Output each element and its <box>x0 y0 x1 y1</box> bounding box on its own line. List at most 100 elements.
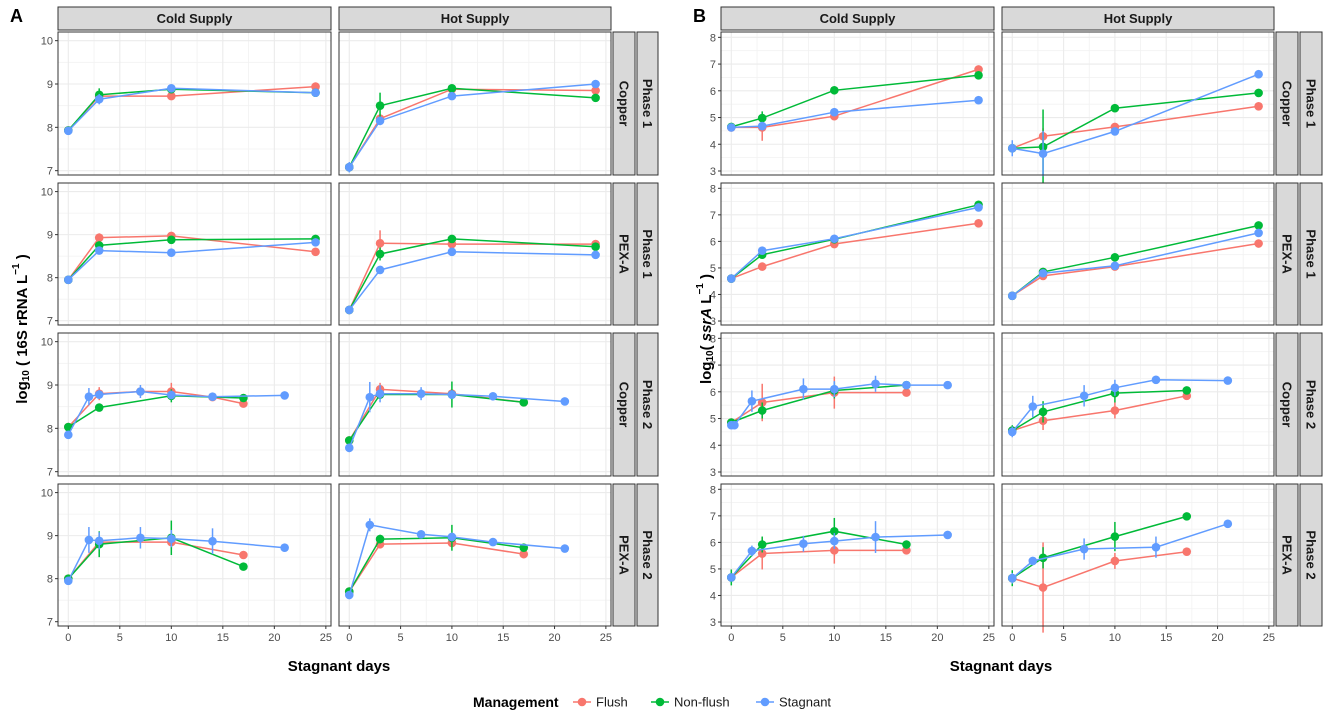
series-stagnant <box>727 375 952 430</box>
series-line <box>67 390 244 428</box>
data-point <box>375 389 385 398</box>
series-line <box>1012 73 1259 155</box>
y-tick-label: 7 <box>47 166 53 178</box>
data-point <box>447 532 457 542</box>
x-tick-label: 25 <box>1263 632 1275 644</box>
row-strip <box>612 483 636 627</box>
panel-background <box>58 32 331 175</box>
x-tick-label: 20 <box>548 632 560 644</box>
x-tick-label: 15 <box>1160 632 1172 644</box>
data-point <box>757 406 767 415</box>
series-stagnant <box>64 238 320 285</box>
facet-panel: 0 5 10 15 20 25 <box>338 483 612 644</box>
data-point <box>365 520 375 530</box>
data-point <box>902 540 911 549</box>
row-strip-outer <box>1299 332 1323 477</box>
data-point <box>830 526 839 536</box>
data-point <box>591 250 600 260</box>
data-point <box>974 65 983 74</box>
facet-panel <box>1001 332 1275 477</box>
data-point <box>747 396 757 406</box>
legend-key-point <box>760 697 770 707</box>
data-point <box>1079 391 1089 401</box>
row-strip-label: PEX-A <box>617 234 632 274</box>
column-strip <box>720 6 995 31</box>
series-line <box>730 391 907 424</box>
y-tick-label: 5 <box>710 113 716 125</box>
data-point <box>1110 253 1120 262</box>
y-tick-label: 7 <box>47 316 53 328</box>
x-tick-label: 25 <box>983 632 995 644</box>
data-point <box>1028 402 1038 411</box>
data-point <box>208 392 217 402</box>
legend-title: Management <box>473 694 559 710</box>
y-axis-title: log10 ( 16S rRNA L−1 ) <box>11 254 32 404</box>
row-strip-outer-label: Phase 1 <box>1304 229 1319 278</box>
data-point <box>560 544 570 553</box>
panel-border <box>720 182 995 326</box>
y-tick-label: 9 <box>47 380 53 392</box>
data-point <box>727 274 736 283</box>
data-point <box>311 247 320 257</box>
data-point <box>1038 553 1048 563</box>
panel-border <box>57 182 332 326</box>
data-point <box>136 533 145 543</box>
data-point <box>1110 383 1120 393</box>
series-stagnant <box>344 381 570 453</box>
data-point <box>560 397 570 406</box>
row-strip-label: PEX-A <box>1280 234 1295 274</box>
series-stagnant <box>64 527 289 586</box>
data-point <box>871 379 880 389</box>
data-point <box>1254 102 1263 111</box>
series-stagnant <box>727 521 952 582</box>
facet-panel <box>338 332 612 477</box>
data-point <box>1110 406 1120 415</box>
y-tick-label: 7 <box>47 617 53 629</box>
data-point <box>84 392 94 402</box>
x-tick-label: 10 <box>1109 632 1121 644</box>
panel-border <box>1001 31 1275 176</box>
data-point <box>1007 143 1017 153</box>
row-strip-outer-label: Phase 1 <box>1304 79 1319 128</box>
row-strip-label: Copper <box>1280 81 1295 127</box>
panel-background <box>1002 333 1274 476</box>
row-strip-label: Copper <box>617 382 632 428</box>
data-point <box>1007 427 1017 437</box>
data-point <box>591 93 600 103</box>
legend-key-point <box>577 697 587 707</box>
data-point <box>375 249 385 259</box>
panel-background <box>339 484 611 626</box>
row-strip-outer-label: Phase 2 <box>1304 530 1319 579</box>
data-point <box>94 390 104 399</box>
legend-label: Stagnant <box>779 695 831 710</box>
data-point <box>280 391 289 400</box>
data-point <box>94 536 104 546</box>
x-tick-label: 10 <box>828 632 840 644</box>
data-point <box>1254 221 1263 230</box>
data-point <box>830 85 839 95</box>
series-line <box>730 204 979 280</box>
data-point <box>94 246 104 255</box>
series-stagnant <box>1007 519 1233 584</box>
panel-border <box>1001 182 1275 326</box>
row-strip-outer-label: Phase 1 <box>640 79 655 128</box>
data-point <box>1254 88 1263 98</box>
data-point <box>344 162 354 172</box>
data-point <box>280 543 289 552</box>
series-line <box>67 241 316 281</box>
data-point <box>757 549 767 558</box>
data-point <box>902 380 911 390</box>
data-point <box>1110 103 1120 113</box>
data-point <box>416 389 426 398</box>
series-line <box>348 542 524 593</box>
panel-background <box>339 32 611 175</box>
series-stagnant <box>64 84 320 136</box>
data-point <box>1254 239 1263 248</box>
data-point <box>488 537 498 547</box>
panel-border <box>338 182 612 326</box>
y-tick-label: 3 <box>710 617 716 629</box>
series-stagnant <box>1007 375 1233 438</box>
legend-item: Stagnant <box>756 695 831 710</box>
row-strip-outer-label: Phase 1 <box>640 229 655 278</box>
x-tick-label: 0 <box>346 632 352 644</box>
